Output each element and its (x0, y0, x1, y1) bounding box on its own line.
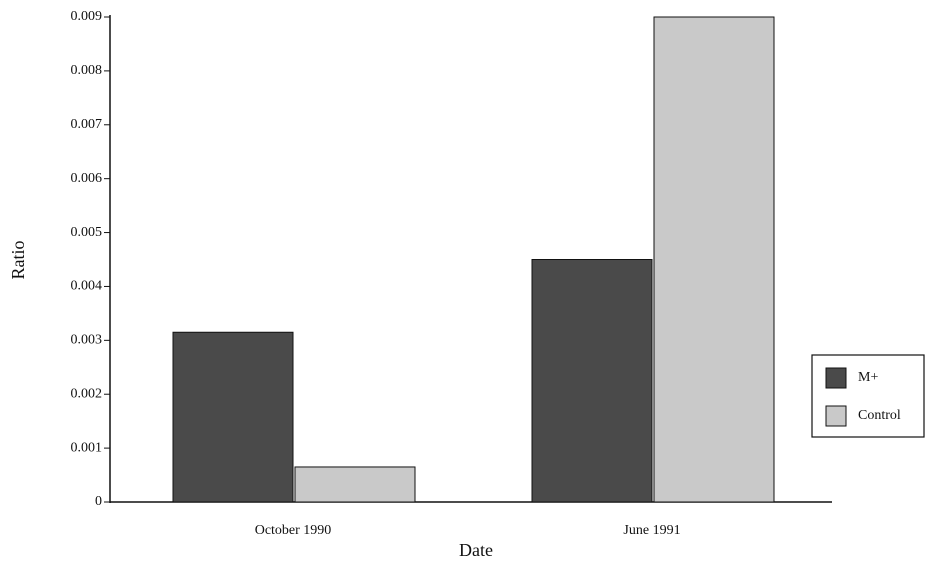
y-tick-label: 0.008 (71, 63, 103, 78)
bar (294, 466, 416, 503)
y-tick-label: 0 (95, 494, 102, 509)
bar (653, 16, 775, 503)
y-tick-label: 0.007 (71, 117, 103, 132)
y-tick-label: 0.009 (71, 9, 103, 24)
bar (531, 259, 653, 503)
y-tick-label: 0.005 (71, 225, 103, 240)
legend-swatch (825, 367, 847, 389)
x-tick-label: June 1991 (623, 523, 680, 538)
bar (172, 331, 294, 503)
x-tick-label: October 1990 (255, 523, 332, 538)
y-tick-label: 0.001 (71, 440, 103, 455)
legend-label: M+ (858, 370, 878, 385)
y-tick-label: 0.003 (71, 333, 103, 348)
y-axis-title: Ratio (8, 241, 28, 280)
x-axis-title: Date (459, 540, 493, 560)
y-tick-label: 0.006 (71, 171, 103, 186)
legend-swatch (825, 405, 847, 427)
y-tick-label: 0.002 (71, 386, 103, 401)
legend-label: Control (858, 408, 901, 423)
y-tick-label: 0.004 (71, 279, 103, 294)
